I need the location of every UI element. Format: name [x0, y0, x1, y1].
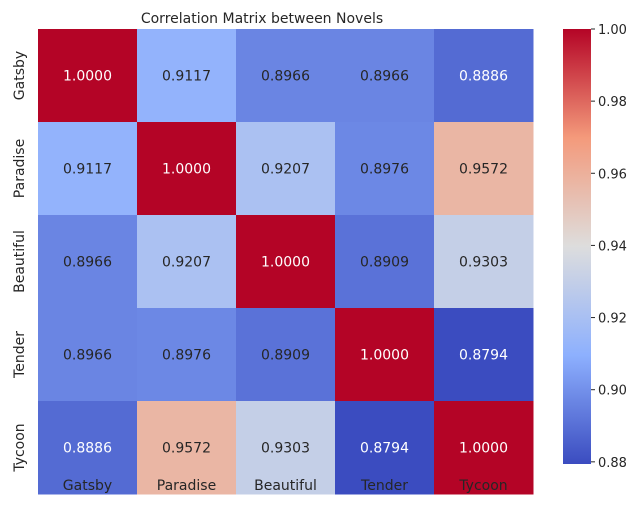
heatmap-cell-beautiful-beautiful — [236, 215, 336, 309]
y-tick-label-beautiful: Beautiful — [12, 230, 28, 293]
heatmap-cells: 1.0000 0.9117 0.8966 0.8966 0.8886 0.9117 1.00… — [38, 29, 534, 495]
heatmap-cell-gatsby-tycoon — [434, 29, 534, 123]
heatmap-cell-gatsby-gatsby — [38, 29, 138, 123]
cell-value-label: 0.9117 — [162, 69, 211, 85]
heatmap-cell-paradise-paradise — [137, 122, 237, 216]
heatmap-cell-tender-paradise — [137, 308, 237, 402]
colorbar-tick-label: 0.96 — [598, 167, 627, 182]
heatmap-cell-beautiful-paradise — [137, 215, 237, 309]
chart-title: Correlation Matrix between Novels — [141, 11, 383, 27]
heatmap-cell-tycoon-tycoon — [434, 401, 534, 495]
y-axis-tick-labels: Gatsby Paradise Beautiful Tender Tycoon — [12, 51, 28, 473]
colorbar-tick-label: 0.88 — [598, 456, 627, 471]
heatmap-cell-paradise-beautiful — [236, 122, 336, 216]
colorbar-tick-label: 0.90 — [598, 384, 627, 399]
cell-value-label: 1.0000 — [261, 255, 310, 271]
heatmap-cell-beautiful-tender — [335, 215, 435, 309]
colorbar: 0.88 0.90 0.92 0.94 0.96 0.98 1.00 — [563, 23, 627, 471]
y-tick-label-tycoon: Tycoon — [12, 423, 28, 472]
heatmap-cell-gatsby-tender — [335, 29, 435, 123]
cell-value-label: 0.9572 — [162, 441, 211, 457]
colorbar-tick-label: 0.98 — [598, 95, 627, 110]
colorbar-gradient — [563, 29, 591, 464]
cell-value-label: 0.9572 — [459, 162, 508, 178]
heatmap-cell-paradise-gatsby — [38, 122, 138, 216]
cell-value-label: 0.8909 — [261, 348, 310, 364]
cell-value-label: 0.8966 — [63, 255, 112, 271]
heatmap-cell-tender-gatsby — [38, 308, 138, 402]
heatmap-cell-tycoon-tender — [335, 401, 435, 495]
heatmap-cell-gatsby-beautiful — [236, 29, 336, 123]
heatmap-cell-paradise-tender — [335, 122, 435, 216]
heatmap-cell-tycoon-paradise — [137, 401, 237, 495]
cell-value-label: 0.8976 — [162, 348, 211, 364]
colorbar-tick-label: 1.00 — [598, 23, 627, 38]
x-tick-label-paradise: Paradise — [157, 478, 216, 494]
cell-value-label: 0.8886 — [63, 441, 112, 457]
cell-value-label: 1.0000 — [459, 441, 508, 457]
cell-value-label: 0.9303 — [459, 255, 508, 271]
heatmap-cell-paradise-tycoon — [434, 122, 534, 216]
cell-value-label: 0.8966 — [261, 69, 310, 85]
cell-value-label: 1.0000 — [360, 348, 409, 364]
heatmap-cell-tender-tycoon — [434, 308, 534, 402]
cell-value-label: 0.9117 — [63, 162, 112, 178]
heatmap-cell-gatsby-paradise — [137, 29, 237, 123]
y-tick-label-gatsby: Gatsby — [12, 51, 28, 100]
cell-value-label: 0.8886 — [459, 69, 508, 85]
y-tick-label-paradise: Paradise — [12, 139, 28, 198]
heatmap-cell-beautiful-tycoon — [434, 215, 534, 309]
x-tick-label-tender: Tender — [360, 478, 408, 494]
cell-value-label: 1.0000 — [162, 162, 211, 178]
colorbar-tick-label: 0.92 — [598, 312, 627, 327]
cell-value-label: 0.8976 — [360, 162, 409, 178]
heatmap-cell-tender-beautiful — [236, 308, 336, 402]
heatmap-cell-tender-tender — [335, 308, 435, 402]
y-tick-label-tender: Tender — [12, 331, 28, 379]
cell-value-label: 0.9207 — [261, 162, 310, 178]
cell-value-label: 0.9303 — [261, 441, 310, 457]
heatmap-cell-beautiful-gatsby — [38, 215, 138, 309]
colorbar-tick-label: 0.94 — [598, 239, 627, 254]
x-tick-label-gatsby: Gatsby — [63, 478, 112, 494]
x-tick-label-beautiful: Beautiful — [254, 478, 317, 494]
x-tick-label-tycoon: Tycoon — [458, 478, 507, 494]
cell-value-label: 0.8966 — [360, 69, 409, 85]
cell-value-label: 0.8966 — [63, 348, 112, 364]
heatmap-cell-tycoon-beautiful — [236, 401, 336, 495]
cell-value-label: 0.8909 — [360, 255, 409, 271]
cell-value-label: 0.9207 — [162, 255, 211, 271]
cell-value-label: 0.8794 — [360, 441, 409, 457]
heatmap-cell-tycoon-gatsby — [38, 401, 138, 495]
cell-value-label: 1.0000 — [63, 69, 112, 85]
cell-value-label: 0.8794 — [459, 348, 508, 364]
x-axis-tick-labels: Gatsby Paradise Beautiful Tender Tycoon — [63, 478, 508, 494]
